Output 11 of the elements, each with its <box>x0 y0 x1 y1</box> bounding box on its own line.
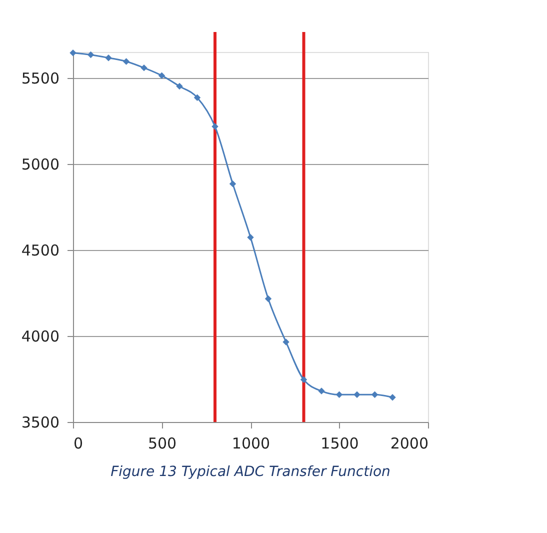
x-tick-label: 500 <box>148 434 177 452</box>
x-tick-label: 2000 <box>390 434 428 452</box>
y-tick-label: 4500 <box>21 241 60 260</box>
x-tick-label: 0 <box>74 434 84 452</box>
x-tick-label: 1000 <box>232 434 270 452</box>
y-tick-label: 4000 <box>21 327 60 346</box>
x-tick-label: 1500 <box>320 434 359 452</box>
y-tick-label: 3500 <box>21 414 60 432</box>
y-tick-label: 5000 <box>21 155 60 174</box>
y-tick-label: 5500 <box>21 69 60 88</box>
caption: Figure 13 Typical ADC Transfer Function <box>110 464 390 480</box>
